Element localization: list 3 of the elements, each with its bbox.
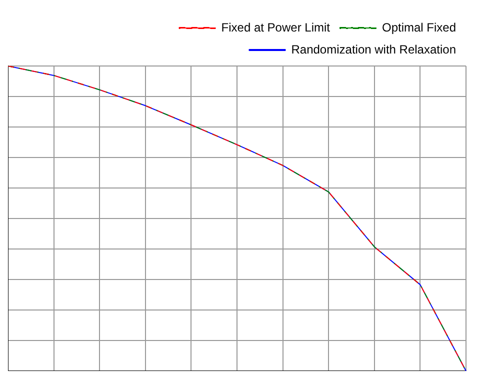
legend-label: Fixed at Power Limit — [221, 20, 331, 34]
legend-label: Optimal Fixed — [382, 20, 456, 34]
legend-label: Randomization with Relaxation — [291, 42, 456, 56]
